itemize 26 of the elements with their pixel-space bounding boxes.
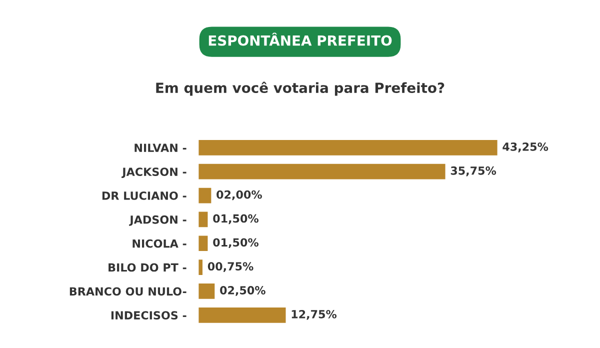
bar xyxy=(198,234,210,252)
chart-title: ESPONTÂNEA PREFEITO xyxy=(208,32,392,46)
y-tick-label: NILVAN - xyxy=(134,144,186,152)
bar xyxy=(198,306,288,324)
data-label: 00,75% xyxy=(208,262,254,272)
data-label: 01,50% xyxy=(213,238,258,248)
data-label: 12,75% xyxy=(292,310,337,320)
data-label: 43,25% xyxy=(502,142,548,152)
y-tick-label: JACKSON - xyxy=(122,168,186,178)
bar xyxy=(198,210,210,229)
bar xyxy=(198,186,213,205)
y-tick-label: JADSON - xyxy=(129,215,186,226)
bar xyxy=(198,258,204,276)
y-tick-label: NICOLA - xyxy=(132,239,186,248)
chart-subtitle: Em quem você votaria para Prefeito? xyxy=(156,82,444,96)
y-tick-label: BILO DO PT - xyxy=(108,263,186,272)
data-label: 01,50% xyxy=(213,214,258,224)
y-tick-label: INDECISOS - xyxy=(111,311,186,320)
y-tick-label: DR LUCIANO - xyxy=(102,192,186,200)
y-tick-label: BRANCO OU NULO- xyxy=(70,287,186,296)
bar xyxy=(198,138,498,157)
data-label: 02,00% xyxy=(216,190,262,200)
data-label: 35,75% xyxy=(450,166,496,176)
bar xyxy=(198,162,447,181)
bar xyxy=(198,282,216,300)
data-label: 02,50% xyxy=(220,286,266,296)
